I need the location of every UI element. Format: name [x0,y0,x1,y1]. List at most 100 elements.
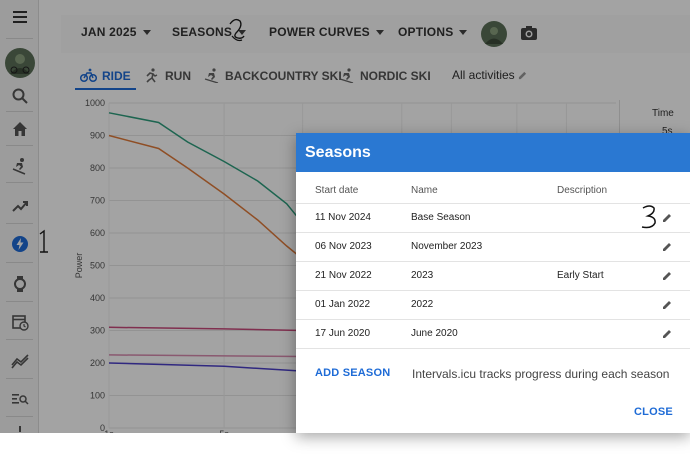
bike-icon [80,68,97,83]
all-activities-label: All activities [452,68,515,82]
seasons-label: SEASONS [172,25,233,39]
month-label: JAN 2025 [81,25,137,39]
tab-nordic-ski[interactable]: NORDIC SKI [338,68,431,83]
row-start-date: 06 Nov 2023 [315,241,372,252]
chevron-down-icon [238,29,247,35]
options-menu[interactable]: OPTIONS [398,25,468,39]
search-icon[interactable] [0,81,39,111]
athlete-avatar[interactable] [481,21,507,47]
dialog-header: Seasons [296,133,690,172]
compare-chart-icon[interactable] [0,345,39,375]
time-label: Time [652,108,674,119]
sidebar-divider [6,416,33,417]
ski-icon[interactable] [0,151,39,181]
header-bar: JAN 2025 SEASONS POWER CURVES OPTIONS [61,15,690,53]
sidebar-divider [6,262,33,263]
row-name: 2023 [411,270,434,281]
watch-icon[interactable] [0,269,39,299]
table-row[interactable]: 06 Nov 2023 November 2023 [296,232,690,261]
row-start-date: 21 Nov 2022 [315,270,372,281]
edit-icon[interactable] [661,212,673,224]
list-search-icon[interactable] [0,384,39,414]
table-row[interactable]: 21 Nov 2022 2023 Early Start [296,261,690,290]
active-tab-indicator [75,88,136,90]
add-season-button[interactable]: ADD SEASON [315,367,391,379]
tab-run[interactable]: RUN [143,68,191,83]
seasons-dialog: Seasons Start date Name Description 11 N… [296,133,690,433]
row-description: Early Start [557,270,604,281]
power-curves-menu[interactable]: POWER CURVES [269,25,384,39]
avatar[interactable] [0,46,39,80]
row-start-date: 11 Nov 2024 [315,212,371,223]
column-start-date: Start date [315,185,359,196]
seasons-menu[interactable]: SEASONS [172,25,247,39]
tab-run-label: RUN [165,68,191,83]
y-tick-label: 200 [90,358,105,368]
y-tick-label: 600 [90,228,105,238]
tab-backcountry-ski-label: BACKCOUNTRY SKI [225,68,342,83]
calendar-clock-icon[interactable] [0,307,39,337]
y-tick-label: 100 [90,391,105,401]
x-tick-label: 1s [104,429,114,433]
more-icon[interactable] [0,422,39,433]
month-selector[interactable]: JAN 2025 [81,25,151,39]
sidebar-divider [6,145,33,146]
home-icon[interactable] [0,114,39,144]
dialog-note: Intervals.icu tracks progress during eac… [412,367,670,381]
edit-icon[interactable] [661,241,673,253]
edit-icon[interactable] [661,270,673,282]
chevron-down-icon [142,29,151,35]
all-activities-filter[interactable]: All activities [452,68,532,82]
row-start-date: 01 Jan 2022 [315,299,371,310]
sidebar-divider [6,223,33,224]
chevron-down-icon [459,29,468,35]
table-row[interactable]: 01 Jan 2022 2022 [296,290,690,319]
menu-icon[interactable] [0,2,39,32]
sidebar-divider [6,378,33,379]
dialog-title: Seasons [305,144,371,161]
table-row[interactable]: 11 Nov 2024 Base Season [296,203,690,232]
sidebar-divider [6,339,33,340]
camera-icon[interactable] [520,25,538,41]
tab-nordic-ski-label: NORDIC SKI [360,68,431,83]
power-icon[interactable] [0,229,39,259]
y-axis-label: Power [74,253,84,279]
activity-tabs: RIDE RUN BACKCOUNTRY SKI NORDIC SKI All … [61,55,690,95]
row-name: June 2020 [411,328,458,339]
ski-icon [204,68,219,83]
y-tick-label: 1000 [85,98,105,108]
y-tick-label: 500 [90,261,105,271]
options-label: OPTIONS [398,25,454,39]
row-start-date: 17 Jun 2020 [315,328,371,339]
annotation-3 [641,205,656,229]
row-name: 2022 [411,299,434,310]
x-tick-label: 5s [219,429,229,433]
y-tick-label: 300 [90,326,105,336]
pencil-icon [518,71,526,79]
annotation-1 [39,229,48,253]
table-bottom-border [296,348,690,349]
table-row[interactable]: 17 Jun 2020 June 2020 [296,319,690,348]
column-name: Name [411,185,438,196]
y-tick-label: 400 [90,293,105,303]
time-value: 5s [662,126,673,137]
tab-backcountry-ski[interactable]: BACKCOUNTRY SKI [203,68,342,83]
sidebar-divider [6,38,33,39]
chevron-down-icon [375,29,384,35]
close-button[interactable]: CLOSE [634,406,673,418]
sidebar-divider [6,301,33,302]
edit-icon[interactable] [661,328,673,340]
column-description: Description [557,185,608,196]
tab-ride[interactable]: RIDE [80,68,131,83]
trend-icon[interactable] [0,191,39,221]
tab-ride-label: RIDE [102,68,131,83]
bottom-strip [0,433,690,475]
y-tick-label: 900 [90,131,105,141]
row-name: Base Season [411,212,471,223]
edit-icon[interactable] [661,299,673,311]
ski-icon [339,68,354,83]
sidebar-divider [6,182,33,183]
sidebar [0,0,39,433]
y-tick-label: 0 [100,423,105,433]
y-tick-label: 800 [90,163,105,173]
